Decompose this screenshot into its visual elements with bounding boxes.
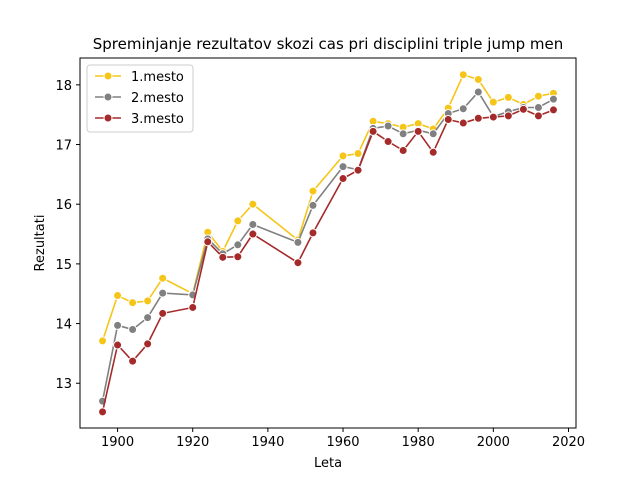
chart-marks [98,70,558,417]
axes: 1900 1920 1940 1960 1980 2000 2020 13 14 15 16 17 18 [55,79,585,450]
data-point [98,336,108,346]
data-point [338,162,348,172]
x-tick-label: 1960 [326,435,359,450]
plot-frame [79,57,577,429]
data-point [248,220,258,229]
x-axis-label: Leta [314,456,342,471]
data-point [428,147,438,157]
legend-label: 3.mesto [131,112,184,127]
data-point [128,356,138,366]
data-point [533,91,543,101]
data-point [188,302,198,312]
data-point [413,126,423,136]
data-point [458,70,468,80]
x-tick-label: 1940 [251,435,284,450]
legend-item: 2.mesto [95,91,184,106]
data-point [533,111,543,121]
data-point [383,137,393,147]
data-point [428,129,438,139]
data-point [458,104,468,114]
data-point [128,298,138,308]
data-point [473,74,483,84]
legend-item: 1.mesto [95,70,184,85]
x-tick-label: 2000 [477,435,510,450]
data-point [98,407,108,417]
y-tick-label: 15 [55,258,72,273]
y-tick-label: 18 [55,79,72,94]
data-point [518,104,528,114]
data-point [248,199,258,209]
data-point [248,229,258,239]
x-tick-label: 1920 [176,435,209,450]
data-point [113,291,123,301]
y-axis-label: Rezultati [33,215,48,272]
data-point [533,103,543,113]
x-tick-label: 1900 [101,435,134,450]
data-point [548,105,558,115]
data-point [398,146,408,155]
data-point [383,121,393,131]
data-point [233,216,243,226]
chart-title: Spreminjanje rezultatov skozi cas pri di… [93,35,563,53]
y-tick-label: 17 [55,139,72,154]
data-point [443,114,453,124]
x-tick-label: 1980 [402,435,435,450]
data-point [128,325,138,335]
data-point [158,288,168,298]
data-point [158,273,168,283]
legend-label: 2.mesto [131,91,184,106]
data-point [338,151,348,161]
data-point [308,228,318,238]
data-point [548,94,558,104]
data-point [458,118,468,128]
data-point [203,237,213,247]
data-point [143,339,153,349]
data-point [308,200,318,210]
data-point [353,165,363,175]
data-point [143,313,153,323]
y-tick-label: 16 [55,198,72,213]
data-point [488,112,498,122]
data-point [503,111,513,121]
legend-swatch-marker [103,71,113,81]
data-point [293,258,303,268]
data-point [113,340,123,350]
data-point [338,174,348,184]
legend-swatch-marker [103,92,113,102]
data-point [368,126,378,136]
data-point [143,296,153,306]
legend: 1.mesto 2.mesto 3.mesto [86,64,194,133]
legend-box [86,64,194,133]
legend-swatch-marker [103,113,113,123]
data-point [308,186,318,196]
data-point [398,129,408,139]
series-line [101,90,554,402]
legend-label: 1.mesto [131,70,184,85]
x-tick-label: 2020 [552,435,585,450]
y-tick-label: 13 [55,377,72,392]
data-point [113,320,123,330]
data-point [293,237,303,247]
data-point [233,252,243,262]
series-line [101,108,554,413]
data-point [218,252,228,262]
series-3.mesto [98,104,558,417]
data-point [158,308,168,318]
y-tick-label: 14 [55,318,72,333]
legend-item: 3.mesto [95,112,184,127]
data-point [353,148,363,158]
data-point [488,97,498,107]
data-point [503,92,513,102]
data-point [473,87,483,97]
data-point [233,240,243,250]
series-2.mesto [98,87,558,406]
data-point [473,113,483,123]
